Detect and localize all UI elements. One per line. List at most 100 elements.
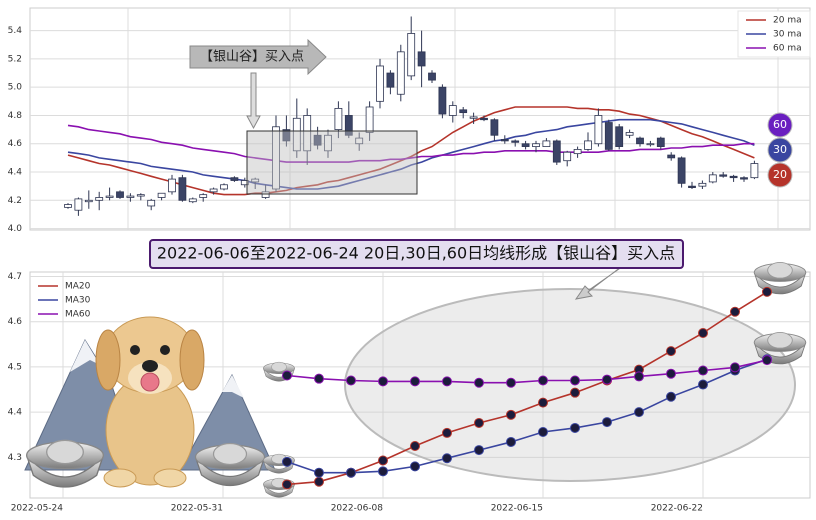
candle-body — [428, 72, 436, 81]
legend-label: 30 ma — [773, 30, 802, 40]
candle-body — [272, 126, 280, 190]
legend-label: MA60 — [65, 310, 91, 320]
candle-body — [490, 119, 499, 136]
candle-body — [407, 33, 416, 77]
point — [602, 374, 612, 385]
annotation-text: 【银山谷】买入点 — [200, 50, 304, 65]
point — [538, 397, 548, 408]
point — [666, 346, 676, 357]
candle-body — [355, 137, 364, 145]
y-tick-label: 5.0 — [8, 83, 23, 93]
point — [698, 328, 708, 339]
candle-body — [646, 143, 655, 146]
candle-body — [188, 198, 197, 203]
candle-body — [116, 191, 124, 198]
candle-body — [396, 51, 405, 95]
candle-body — [126, 195, 135, 198]
candle-body — [542, 140, 551, 147]
point — [666, 368, 676, 379]
candle-body — [365, 106, 374, 133]
point — [378, 455, 388, 466]
point — [474, 445, 484, 456]
point — [410, 441, 420, 452]
point — [506, 409, 516, 420]
candle-body — [303, 115, 312, 152]
candle-body — [729, 175, 738, 179]
candle-body — [459, 109, 468, 114]
point — [634, 407, 644, 418]
candle-body — [199, 194, 208, 198]
point — [378, 376, 388, 387]
candle-body — [136, 194, 145, 197]
y-tick-label: 4.3 — [8, 453, 22, 463]
ma-line — [67, 124, 755, 163]
legend-label: 20 ma — [773, 16, 802, 26]
ma-line — [286, 359, 768, 384]
y-tick-label: 4.7 — [8, 272, 22, 282]
candle-body — [667, 154, 676, 159]
candle-body — [698, 182, 707, 187]
point — [570, 422, 580, 433]
badge-text: 60 — [773, 118, 787, 131]
candle-body — [282, 129, 291, 142]
point — [314, 467, 324, 478]
point — [314, 476, 324, 487]
candle-body — [220, 184, 228, 190]
candle-body — [386, 72, 395, 88]
point — [570, 387, 580, 398]
legend-label: MA30 — [65, 296, 91, 306]
candle-body — [500, 139, 509, 142]
candle-body — [552, 140, 561, 163]
candle-body — [334, 107, 343, 131]
candle-body — [708, 174, 717, 183]
point — [730, 306, 740, 317]
candle-body — [469, 116, 478, 119]
candle-body — [292, 117, 301, 152]
y-tick-label: 4.6 — [8, 139, 23, 149]
candle-body — [511, 140, 520, 143]
decoration — [24, 261, 807, 498]
candle-body — [178, 177, 187, 201]
badge-20 — [767, 162, 793, 188]
point — [282, 479, 292, 490]
candle-body — [324, 134, 332, 152]
annotation-pointer — [246, 72, 261, 130]
top-plot-area — [29, 7, 811, 231]
candle-body — [157, 192, 166, 198]
candle-body — [573, 149, 582, 155]
point — [698, 365, 708, 376]
point — [698, 379, 708, 390]
candle-body — [344, 115, 353, 136]
candle-body — [750, 163, 759, 179]
candle-body — [417, 51, 426, 67]
candle-body — [438, 86, 447, 115]
badge-30 — [767, 137, 793, 163]
banner — [149, 239, 684, 269]
point — [442, 453, 452, 464]
candle-body — [147, 199, 156, 207]
candle-body — [521, 143, 530, 147]
badge-text: 30 — [773, 143, 787, 156]
point — [506, 377, 516, 388]
candle-body — [532, 143, 540, 147]
point — [346, 375, 356, 386]
candle-body — [604, 122, 613, 150]
candle-body — [313, 134, 322, 146]
banner-title: 2022-06-06至2022-06-24 20日,30日,60日均线形成【银山… — [157, 244, 675, 263]
y-tick-label: 4.4 — [8, 408, 23, 418]
highlight-box — [246, 130, 418, 195]
candle-body — [95, 197, 104, 201]
ma-line — [286, 358, 768, 474]
ma-line — [67, 118, 755, 190]
point — [538, 427, 548, 438]
point — [474, 377, 484, 388]
point — [506, 436, 516, 447]
point — [410, 376, 420, 387]
x-tick-label: 2022-05-31 — [171, 504, 223, 514]
point — [282, 456, 292, 467]
legend-label: MA20 — [65, 282, 91, 292]
point — [282, 370, 292, 381]
candle-body — [480, 117, 488, 121]
point — [602, 417, 612, 428]
